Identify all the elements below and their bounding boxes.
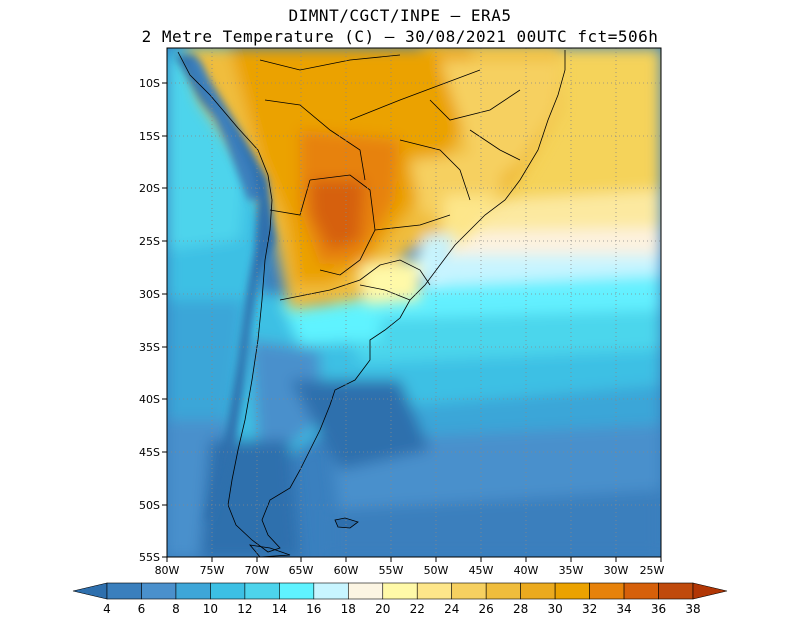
lon-label: 80W <box>155 564 180 577</box>
colorbar-segment <box>210 582 246 600</box>
coastlines <box>177 50 566 557</box>
lat-label: 15S <box>139 130 160 143</box>
colorbar-segment <box>623 582 659 600</box>
lon-label: 40W <box>514 564 539 577</box>
lon-label: 70W <box>245 564 270 577</box>
colorbar-label: 24 <box>444 602 459 616</box>
colorbar-segment <box>141 582 177 600</box>
colorbar-segment <box>589 582 625 600</box>
colorbar-segment <box>485 582 521 600</box>
colorbar-label: 22 <box>410 602 425 616</box>
colorbar-label: 4 <box>103 602 111 616</box>
lat-label: 55S <box>139 551 160 564</box>
lat-label: 10S <box>139 77 160 90</box>
colorbar-label: 34 <box>616 602 631 616</box>
lat-ticks <box>162 82 167 558</box>
lon-label: 65W <box>289 564 314 577</box>
lat-label: 30S <box>139 288 160 301</box>
lon-label: 50W <box>424 564 449 577</box>
colorbar-label: 6 <box>138 602 146 616</box>
lon-label: 45W <box>469 564 494 577</box>
colorbar-label: 26 <box>479 602 494 616</box>
colorbar-label: 36 <box>651 602 666 616</box>
lat-label: 20S <box>139 182 160 195</box>
colorbar-segment <box>382 582 418 600</box>
colorbar-segment <box>451 582 487 600</box>
lon-label: 75W <box>200 564 225 577</box>
lon-ticks <box>166 557 662 562</box>
colorbar-label: 38 <box>685 602 700 616</box>
colorbar-segment <box>347 582 384 600</box>
colorbar-label: 30 <box>547 602 562 616</box>
colorbar-segment <box>244 582 280 600</box>
lat-label: 45S <box>139 446 160 459</box>
lon-label: 35W <box>559 564 584 577</box>
lon-label: 60W <box>334 564 359 577</box>
lat-label: 35S <box>139 341 160 354</box>
colorbar-label: 18 <box>341 602 356 616</box>
colorbar-segment <box>106 582 142 600</box>
grid-lines <box>167 48 661 557</box>
colorbar-segment <box>658 582 694 600</box>
colorbar: 4 6 8 10 12 14 16 18 20 22 24 26 28 30 32 34 36 38 <box>72 582 728 616</box>
colorbar-label: 20 <box>375 602 390 616</box>
colorbar-segment <box>279 582 315 600</box>
colorbar-label: 28 <box>513 602 528 616</box>
colorbar-label: 12 <box>237 602 252 616</box>
colorbar-segment <box>520 582 556 600</box>
lon-label: 30W <box>604 564 629 577</box>
map-frame <box>166 47 662 558</box>
colorbar-label: 8 <box>172 602 180 616</box>
lon-label: 55W <box>379 564 404 577</box>
colorbar-segment <box>72 582 108 600</box>
colorbar-segment <box>175 582 211 600</box>
colorbar-segment <box>313 582 349 600</box>
map-title-line2: 2 Metre Temperature (C) – 30/08/2021 00U… <box>141 27 659 46</box>
colorbar-segment <box>554 582 590 600</box>
colorbar-segment <box>416 582 453 600</box>
lon-label: 25W <box>640 564 665 577</box>
lat-label: 40S <box>139 393 160 406</box>
colorbar-label: 32 <box>582 602 597 616</box>
colorbar-label: 14 <box>272 602 287 616</box>
lat-label: 50S <box>139 499 160 512</box>
colorbar-label: 16 <box>306 602 321 616</box>
colorbar-label: 10 <box>203 602 218 616</box>
colorbar-segment <box>692 582 728 600</box>
lat-label: 25S <box>139 235 160 248</box>
temperature-field <box>167 48 661 557</box>
map-title-line1: DIMNT/CGCT/INPE – ERA5 <box>288 6 512 25</box>
